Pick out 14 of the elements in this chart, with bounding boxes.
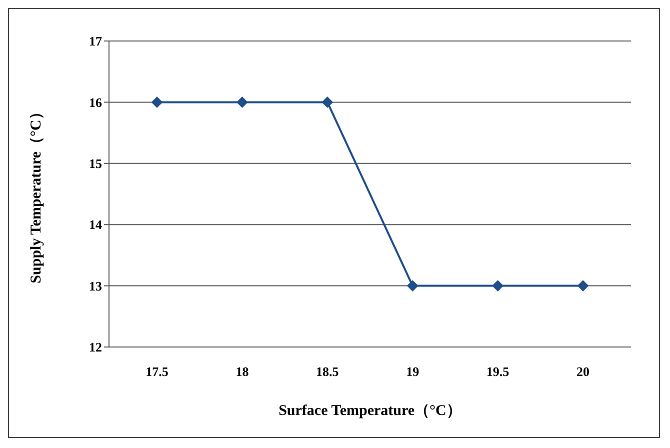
y-tick-label: 15 [89,156,102,172]
y-axis-title: Supply Temperature（°C） [28,104,44,284]
x-tick-label: 18.5 [316,364,340,380]
x-tick-label: 20 [576,364,590,380]
y-tick-label: 12 [89,340,102,355]
x-axis-title: Surface Temperature（°C） [278,403,462,419]
y-tick-label: 17 [89,34,102,49]
y-tick-label: 14 [89,217,102,232]
y-tick-label: 13 [89,278,102,294]
x-tick-label: 19.5 [486,364,510,380]
x-tick-label: 18 [236,364,250,380]
x-tick-label: 17.5 [146,364,169,380]
y-tick-label: 16 [89,94,102,110]
x-tick-label: 19 [406,364,420,380]
